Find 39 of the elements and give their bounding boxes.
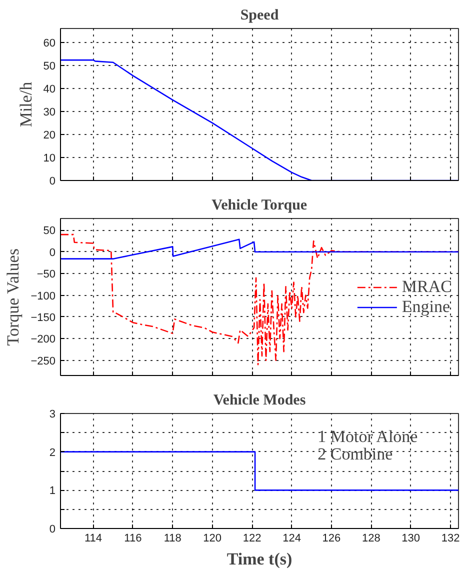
legend-label: Engine <box>402 296 450 316</box>
line-series <box>60 238 458 260</box>
y-tick-label: −250 <box>30 355 56 368</box>
y-axis-title: Torque Values <box>4 248 23 346</box>
legend-label: MRAC <box>402 276 452 296</box>
x-tick-label: 118 <box>164 532 182 544</box>
x-tick-label: 128 <box>362 532 380 544</box>
chart-title: Vehicle Modes <box>213 392 306 408</box>
y-tick-label: 30 <box>43 106 56 118</box>
chart-title: Speed <box>240 8 280 24</box>
y-tick-label: 50 <box>43 60 56 72</box>
y-tick-label: 1 <box>49 485 56 498</box>
chart-title: Vehicle Torque <box>212 198 308 214</box>
y-tick-label: −150 <box>30 312 56 324</box>
x-tick-label: 116 <box>124 532 142 544</box>
y-tick-label: −100 <box>30 290 56 302</box>
y-tick-label: 10 <box>43 152 56 164</box>
y-tick-label: 2 <box>49 446 56 459</box>
y-tick-label: 60 <box>43 37 56 50</box>
annotation: 1 Motor Alone <box>318 427 418 446</box>
x-tick-label: 130 <box>402 532 420 544</box>
x-tick-label: 122 <box>242 532 262 544</box>
y-tick-label: 3 <box>49 408 56 420</box>
y-tick-label: 0 <box>49 176 56 188</box>
x-tick-label: 126 <box>322 532 341 544</box>
y-tick-label: −200 <box>30 334 56 346</box>
y-tick-label: 50 <box>43 225 56 238</box>
x-tick-label: 114 <box>84 532 102 544</box>
y-tick-label: 0 <box>49 246 56 259</box>
x-tick-label: 120 <box>203 532 222 544</box>
y-tick-label: 20 <box>43 129 56 142</box>
x-tick-label: 124 <box>282 532 301 544</box>
y-tick-label: −50 <box>36 268 56 281</box>
annotation: 2 Combine <box>318 444 393 464</box>
y-axis-title: Mile/h <box>16 81 36 128</box>
y-tick-label: 0 <box>49 524 56 536</box>
y-tick-label: 40 <box>43 83 56 96</box>
x-tick-label: 132 <box>441 532 460 544</box>
x-axis-title: Time t(s) <box>226 550 292 568</box>
